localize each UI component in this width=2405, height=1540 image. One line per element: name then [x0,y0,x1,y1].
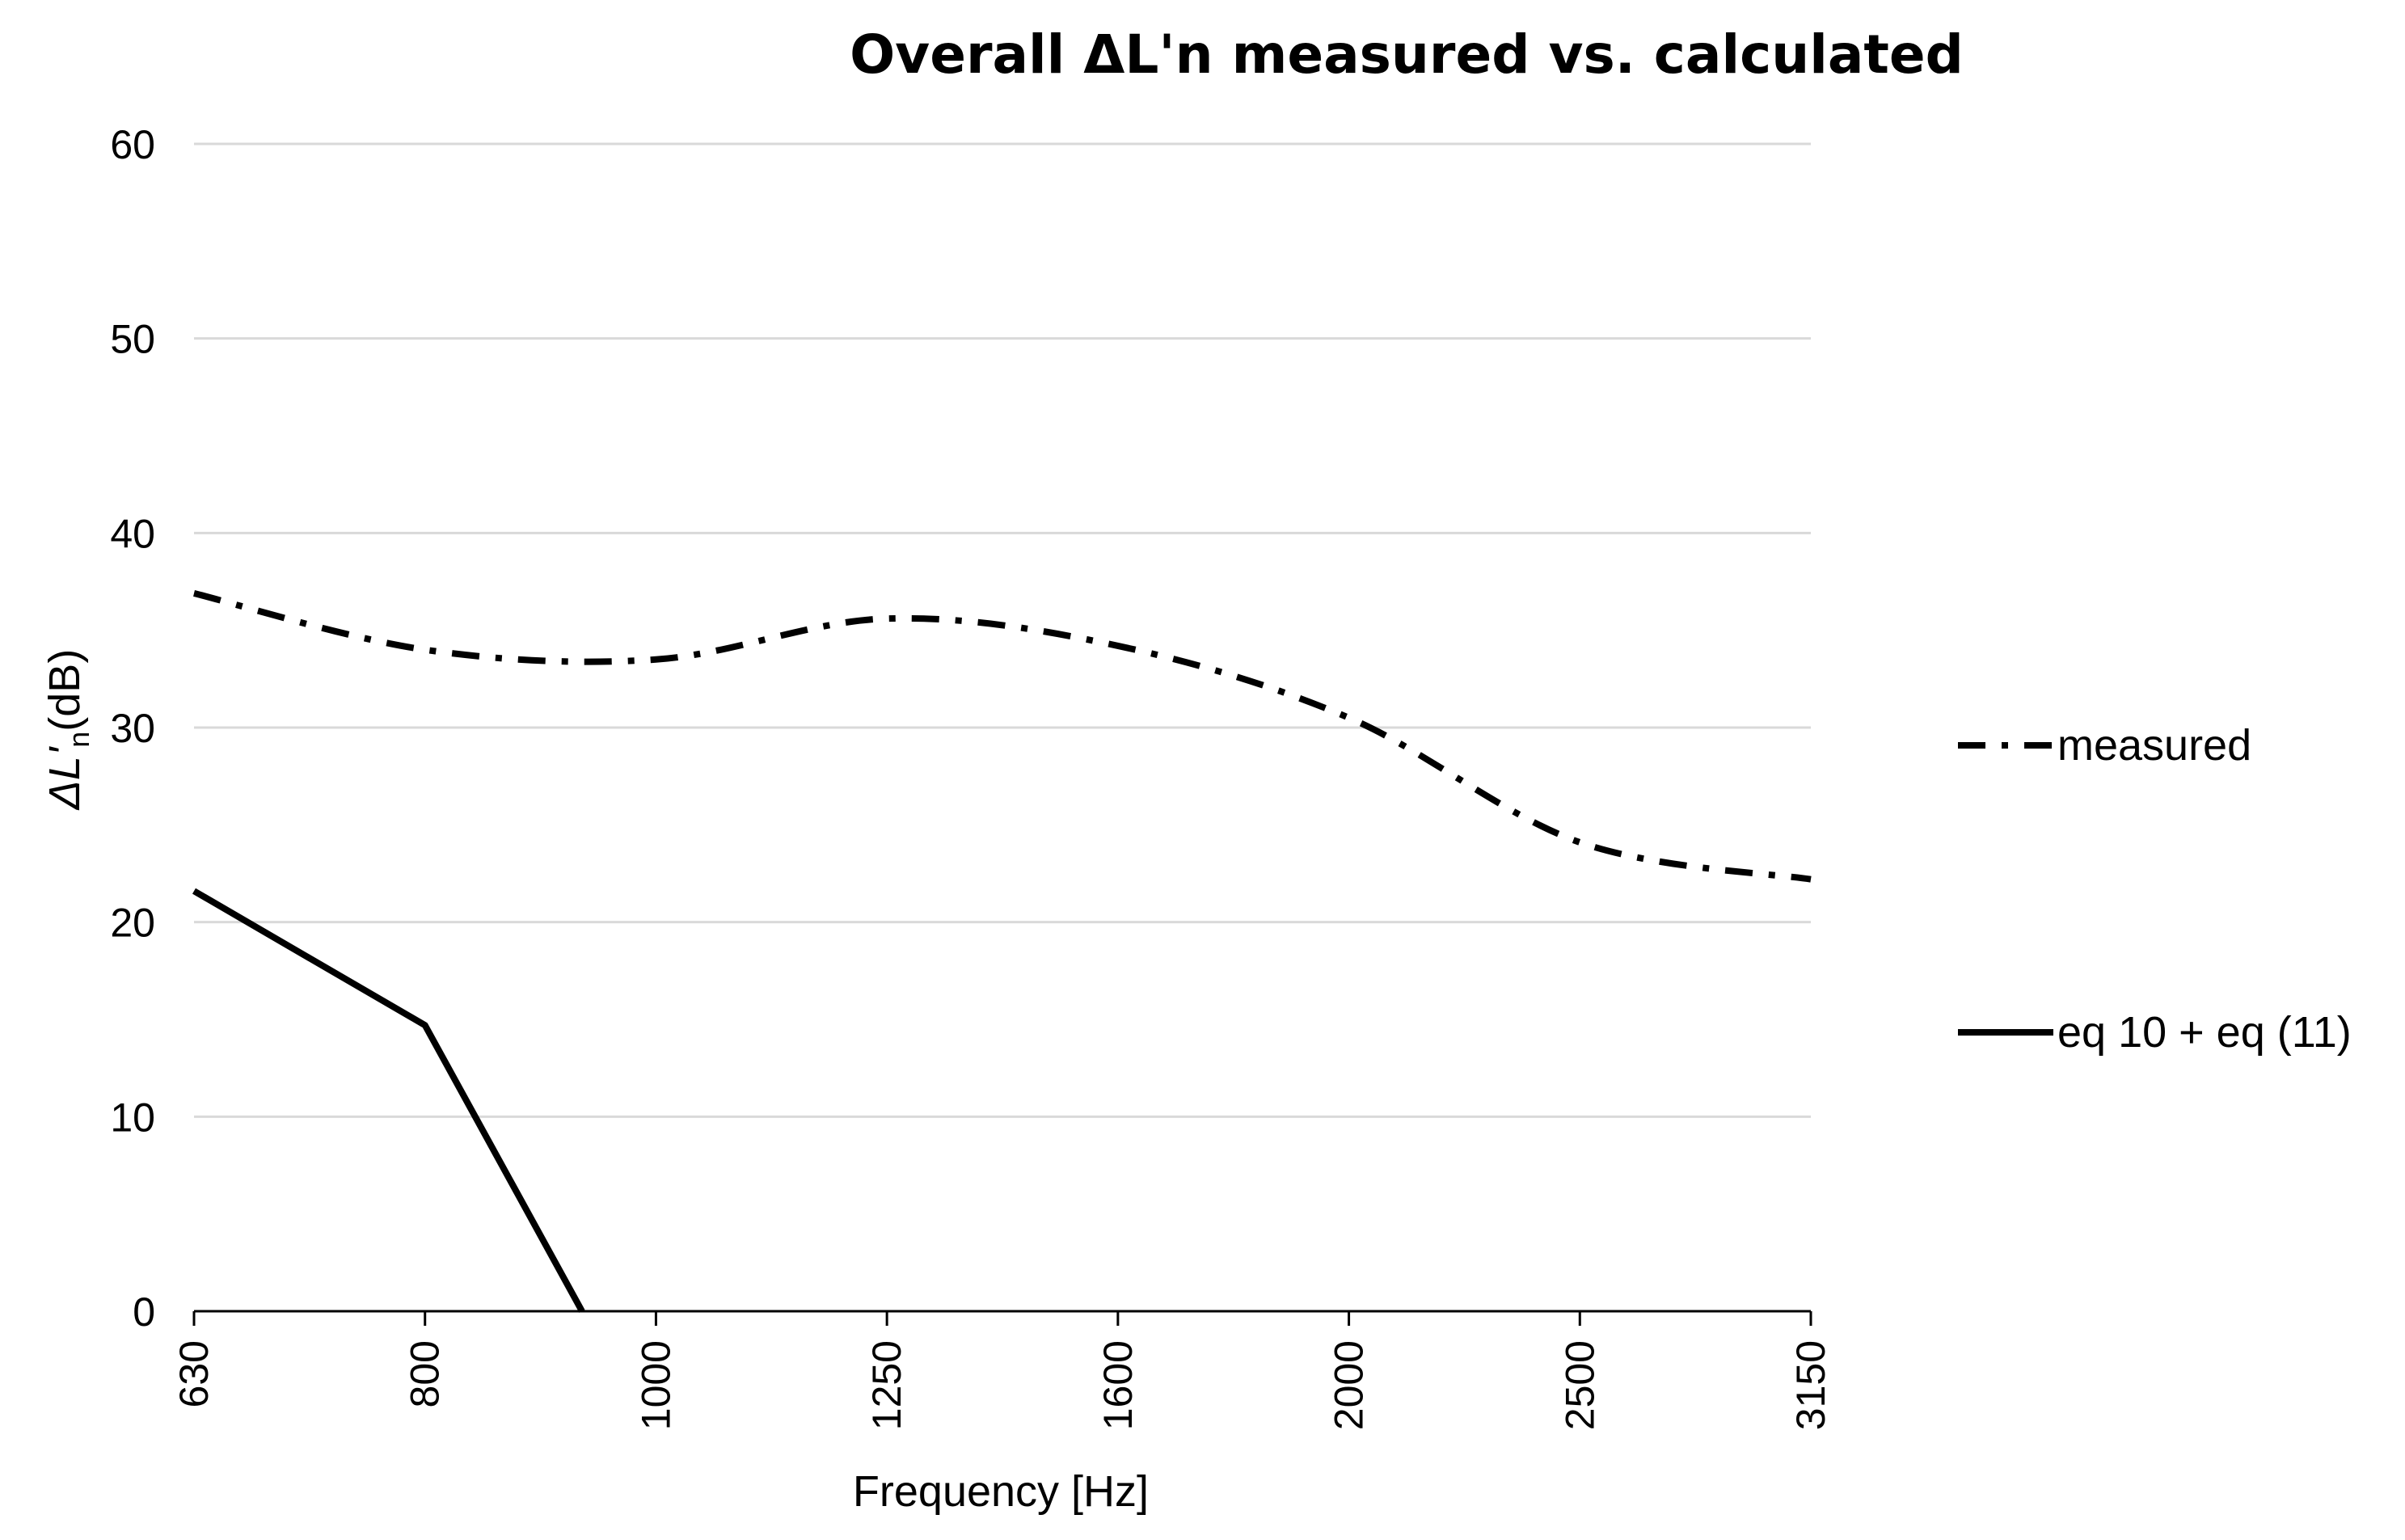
x-tick-label: 1600 [1095,1340,1141,1430]
y-tick-label: 60 [110,122,155,167]
y-axis-label-main: ΔL' [40,746,89,811]
grid-layer [192,142,1812,1326]
y-axis-label: ΔL'n(dB) [40,649,95,812]
y-tick-label: 0 [133,1289,155,1335]
x-tick-labels: 630 800 1000 1250 1600 2000 2500 3150 [171,1340,1833,1430]
legend: measured eq 10 + eq (11) [1958,721,2352,1057]
x-axis-label: Frequency [Hz] [853,1467,1149,1516]
x-tick-label: 2500 [1557,1340,1602,1430]
x-tick-label: 800 [403,1340,448,1407]
series-line-calculated [192,888,585,1313]
legend-label-measured: measured [2057,721,2251,770]
y-tick-label: 20 [110,901,155,946]
chart-title: Overall ΔL'n measured vs. calculated [850,23,1964,86]
x-tick-label: 1000 [633,1340,678,1430]
x-tick-label: 1250 [864,1340,909,1430]
y-tick-label: 10 [110,1095,155,1140]
y-tick-label: 40 [110,511,155,556]
y-tick-labels: 0 10 20 30 40 50 60 [110,122,155,1335]
y-tick-label: 30 [110,706,155,751]
x-tick-label: 3150 [1788,1340,1833,1430]
x-tick-label: 2000 [1327,1340,1372,1430]
legend-label-calculated: eq 10 + eq (11) [2057,1008,2352,1057]
y-axis-label-subscript: n [62,732,95,748]
y-tick-label: 50 [110,317,155,362]
x-tick-label: 630 [171,1340,217,1407]
series-line-measured [193,590,1812,883]
series-layer [192,590,1812,1313]
y-axis-label-unit: (dB) [40,649,89,732]
